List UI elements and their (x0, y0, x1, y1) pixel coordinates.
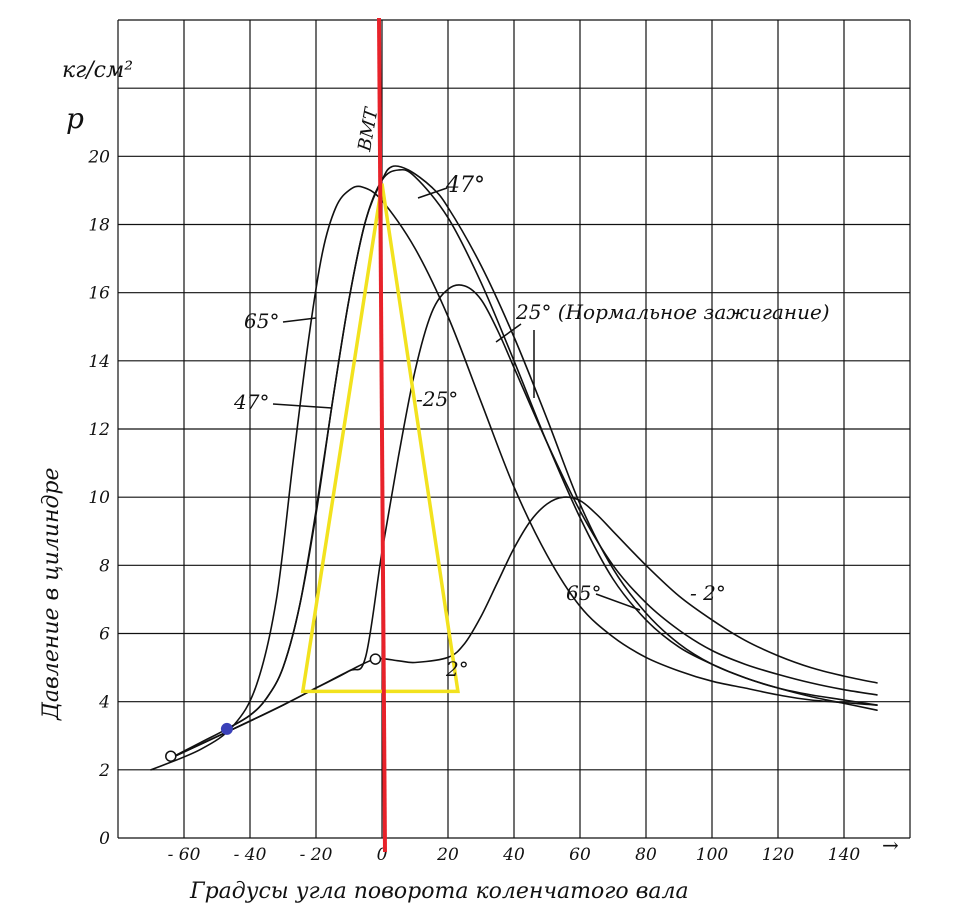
y-tick-label: 2 (98, 761, 110, 781)
x-tick-label: 100 (696, 845, 729, 865)
x-tick-label: - 60 (168, 845, 201, 865)
annotation-47-left: 47° (233, 390, 269, 414)
tdc-red-line (377, 17, 387, 853)
open-circle-marker (369, 653, 382, 665)
y-tick-label: 10 (88, 488, 110, 508)
annotation-2-right: - 2° (690, 581, 726, 605)
y-tick-label: 0 (99, 829, 110, 849)
units-label: кг/см² (62, 58, 133, 83)
annotations: 65° 47° -25° 2° 65° - 2° 47° 25° (Нормал… (233, 173, 830, 681)
annotation-25-normal: 25° (Нормальное зажигание) (515, 300, 830, 324)
y-tick-label: 4 (98, 693, 110, 713)
x-tick-label: 60 (569, 845, 591, 865)
x-tick-label: 20 (436, 845, 459, 865)
open-circle-marker (165, 750, 177, 762)
annotation-47-top: 47° (445, 173, 485, 198)
annotation-65-right-leader (595, 593, 641, 611)
y-tick-label: 16 (88, 284, 110, 304)
series-line-3 (166, 496, 878, 761)
annotation-65-left: 65° (244, 309, 279, 333)
annotation-25-mid: -25° (416, 387, 458, 411)
y-tick-label: 8 (99, 556, 110, 576)
x-tick-label: - 40 (234, 845, 267, 865)
yellow-triangle (300, 183, 460, 694)
annotation-65-left-leader (282, 317, 317, 323)
series-line-0 (150, 185, 878, 771)
series-line-4 (226, 165, 878, 730)
curves (150, 165, 878, 771)
axis-ticks: - 60 - 40 - 20 0 20 40 60 80 100 120 140 0 2 4 6 8 10 12 1… (87, 147, 860, 865)
annotation-47-left-leader (272, 403, 333, 409)
x-tick-label: 120 (762, 845, 795, 865)
y-tick-label: 20 (87, 147, 110, 167)
y-tick-label: 18 (88, 216, 110, 236)
y-axis-title: Давление в цилиндре (39, 467, 64, 721)
annotation-65-right: 65° (566, 581, 601, 605)
x-tick-label: - 20 (300, 845, 333, 865)
x-tick-label: 40 (502, 845, 525, 865)
grid (117, 19, 911, 839)
blue-circle-marker (220, 722, 233, 735)
y-tick-label: 12 (88, 420, 110, 440)
x-axis-title: Градусы угла поворота коленчатого вала (189, 879, 689, 904)
x-tick-label: 80 (635, 845, 657, 865)
annotation-2-low: 2° (445, 657, 469, 681)
x-tick-label: 0 (377, 845, 388, 865)
y-tick-label: 6 (99, 625, 110, 645)
annotation-25-normal-leader (495, 323, 522, 343)
y-tick-label: 14 (88, 352, 110, 372)
overlays (165, 17, 460, 853)
annotation-47-top-leader (417, 187, 448, 199)
x-tick-label: 140 (828, 845, 861, 865)
series-line-1 (166, 168, 878, 761)
x-axis-arrow: → (882, 833, 899, 857)
p-label: p (66, 102, 84, 135)
